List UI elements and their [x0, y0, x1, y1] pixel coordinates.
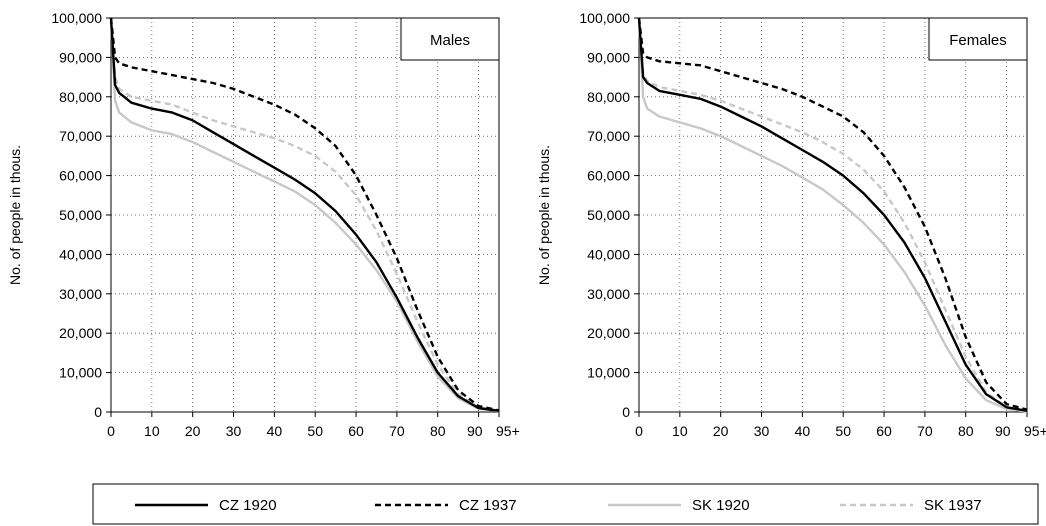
y-tick-label: 100,000: [579, 10, 630, 26]
x-tick-label: 0: [635, 423, 643, 439]
series-line-cz-1937: [637, 17, 1028, 411]
x-tick-label: 70: [917, 423, 933, 439]
x-tick-label: 70: [389, 423, 405, 439]
y-tick-label: 100,000: [51, 10, 102, 26]
series-line-sk-1920: [109, 17, 500, 413]
legend-label: SK 1920: [692, 497, 750, 514]
y-tick-label: 50,000: [59, 207, 102, 223]
y-tick-label: 10,000: [587, 365, 630, 381]
x-tick-label: 90: [467, 423, 483, 439]
x-tick-label: 0: [107, 423, 115, 439]
x-tick-label: 20: [185, 423, 201, 439]
females-panel-label: Females: [949, 32, 1007, 49]
males-panel: 0 10,000 20,000 30,000 40,000 50,000 60,000 70,…: [7, 10, 520, 439]
y-tick-label: 30,000: [587, 286, 630, 302]
x-tick-label: 50: [835, 423, 851, 439]
legend-label: SK 1937: [924, 497, 982, 514]
y-tick-label: 0: [622, 404, 630, 420]
y-tick-label: 60,000: [59, 168, 102, 184]
y-tick-label: 60,000: [587, 168, 630, 184]
legend-label: CZ 1920: [219, 497, 277, 514]
x-tick-label: 10: [672, 423, 688, 439]
y-tick-label: 40,000: [59, 246, 102, 262]
y-tick-label: 40,000: [587, 246, 630, 262]
males-panel-label: Males: [430, 32, 470, 49]
y-tick-label: 50,000: [587, 207, 630, 223]
x-tick-label: 80: [958, 423, 974, 439]
series-line-cz-1937: [109, 17, 500, 412]
series-line-cz-1920: [109, 17, 500, 412]
y-tick-label: 70,000: [587, 128, 630, 144]
series-line-sk-1937: [109, 17, 500, 412]
y-axis-label: No. of people in thous.: [536, 145, 552, 285]
x-tick-label: 10: [144, 423, 160, 439]
legend-label: CZ 1937: [459, 497, 517, 514]
legend: CZ 1920 CZ 1937 SK 1920 SK 1937: [92, 483, 1039, 525]
y-tick-label: 10,000: [59, 365, 102, 381]
y-tick-label: 90,000: [59, 49, 102, 65]
females-panel: 0 10,000 20,000 30,000 40,000 50,000 60,000 70,…: [536, 10, 1046, 439]
panel-label-box: [400, 17, 500, 61]
series-line-sk-1937: [637, 17, 1028, 412]
y-tick-label: 90,000: [587, 49, 630, 65]
x-tick-label: 30: [226, 423, 242, 439]
x-tick-label: 40: [267, 423, 283, 439]
x-tick-label: 50: [307, 423, 323, 439]
y-tick-label: 20,000: [59, 325, 102, 341]
series-line-sk-1920: [637, 17, 1028, 413]
y-tick-label: 0: [94, 404, 102, 420]
y-tick-label: 80,000: [59, 89, 102, 105]
x-tick-label: 95+: [496, 423, 520, 439]
x-tick-label: 80: [430, 423, 446, 439]
x-tick-label: 60: [348, 423, 364, 439]
x-tick-label: 60: [876, 423, 892, 439]
x-tick-label: 95+: [1024, 423, 1046, 439]
plot-frame: [110, 17, 500, 413]
plot-frame: [638, 17, 1028, 413]
panel-label-box: [928, 17, 1028, 61]
x-tick-label: 40: [795, 423, 811, 439]
y-axis-label: No. of people in thous.: [7, 145, 23, 285]
x-tick-label: 30: [754, 423, 770, 439]
y-tick-label: 30,000: [59, 286, 102, 302]
y-tick-label: 20,000: [587, 325, 630, 341]
y-tick-label: 80,000: [587, 89, 630, 105]
x-tick-label: 90: [995, 423, 1011, 439]
y-tick-label: 70,000: [59, 128, 102, 144]
x-tick-label: 20: [713, 423, 729, 439]
series-line-cz-1920: [637, 17, 1028, 412]
